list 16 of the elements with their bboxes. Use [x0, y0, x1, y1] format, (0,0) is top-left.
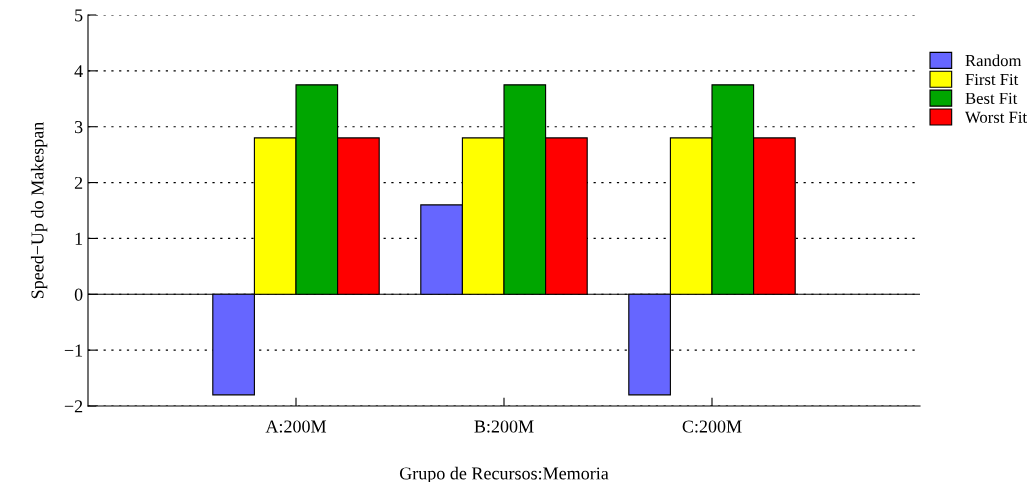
y-tick-label: −2 [64, 400, 83, 413]
legend-label: Best Fit [965, 92, 1018, 104]
x-tick-label: B:200M [474, 420, 534, 433]
legend-label: Worst Fit [965, 111, 1027, 123]
y-tick-label: −1 [64, 344, 83, 357]
y-axis-title: Speed−Up do Makespan [30, 121, 48, 299]
legend-label: First Fit [965, 73, 1019, 86]
y-tick-label: 4 [74, 65, 83, 78]
y-tick-label: 5 [75, 9, 83, 22]
y-tick-label: 0 [74, 288, 83, 301]
x-tick-label: A:200M [265, 420, 327, 433]
x-tick-label: C:200M [682, 420, 742, 433]
y-tick-label: 3 [74, 121, 83, 134]
legend-label: Random [965, 54, 1022, 67]
y-tick-label: 2 [74, 176, 83, 189]
y-tick-label: 1 [75, 232, 83, 245]
